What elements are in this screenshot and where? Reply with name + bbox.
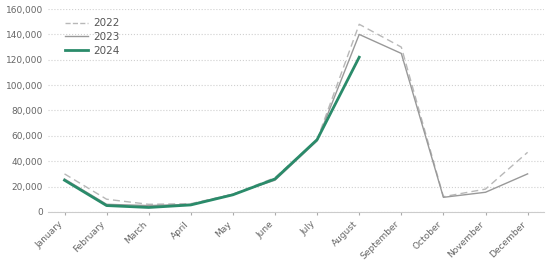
- 2023: [61, 177, 68, 180]
- 2024: [314, 138, 321, 141]
- 2024: [272, 177, 278, 180]
- 2024: [103, 204, 110, 207]
- 2023: [272, 179, 278, 182]
- 2023: [103, 203, 110, 206]
- 2023: [398, 52, 405, 55]
- Line: 2023: 2023: [64, 34, 527, 206]
- 2022: [398, 45, 405, 49]
- 2022: [188, 202, 194, 205]
- 2022: [229, 193, 236, 196]
- 2022: [356, 23, 362, 26]
- 2024: [356, 56, 362, 59]
- 2022: [61, 172, 68, 175]
- 2022: [524, 151, 531, 154]
- Line: 2022: 2022: [64, 24, 527, 204]
- 2024: [61, 179, 68, 182]
- Line: 2024: 2024: [64, 57, 359, 207]
- 2023: [188, 203, 194, 206]
- 2023: [145, 204, 152, 207]
- 2022: [314, 138, 321, 141]
- 2023: [524, 172, 531, 175]
- 2022: [103, 198, 110, 201]
- 2024: [229, 193, 236, 197]
- 2024: [145, 206, 152, 209]
- Legend: 2022, 2023, 2024: 2022, 2023, 2024: [63, 16, 122, 58]
- 2023: [229, 193, 236, 196]
- 2022: [482, 187, 489, 191]
- 2024: [188, 203, 194, 207]
- 2022: [145, 203, 152, 206]
- 2023: [482, 191, 489, 194]
- 2023: [314, 139, 321, 143]
- 2022: [272, 176, 278, 179]
- 2023: [356, 33, 362, 36]
- 2022: [440, 195, 447, 198]
- 2023: [440, 196, 447, 199]
